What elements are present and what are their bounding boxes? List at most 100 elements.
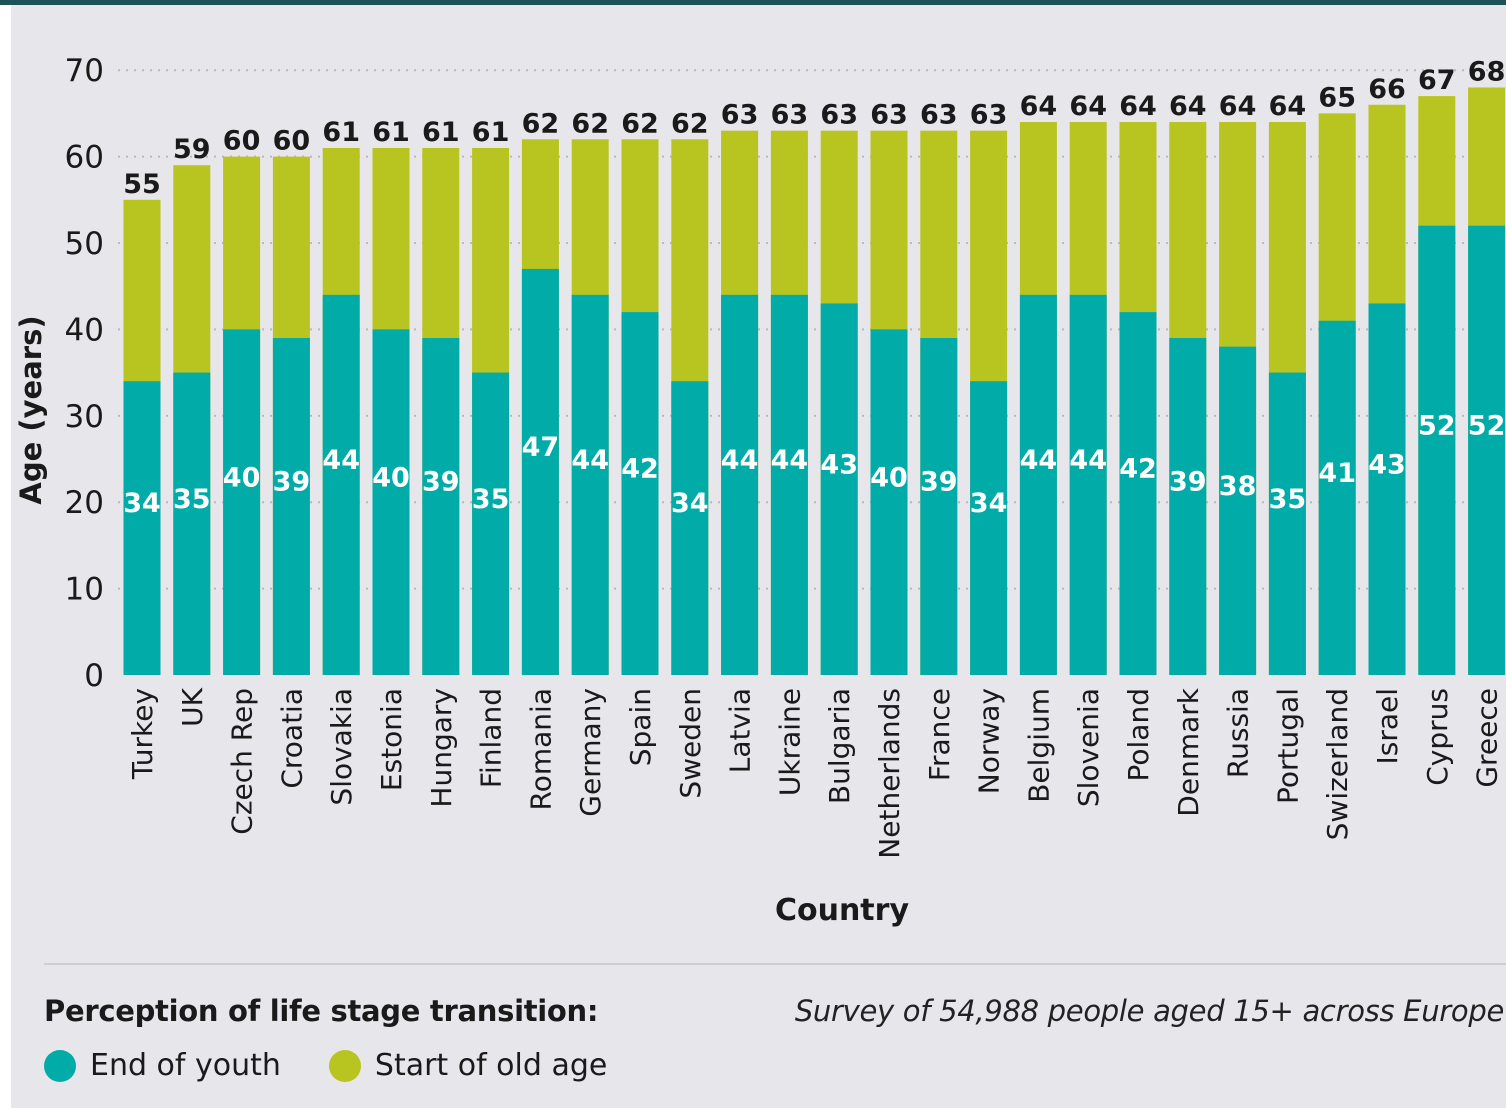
x-tick-label: Israel xyxy=(1371,688,1404,765)
data-label-youth: 44 xyxy=(771,445,809,476)
x-tick-label: Hungary xyxy=(425,688,458,808)
legend-title: Perception of life stage transition: xyxy=(44,994,599,1028)
data-label-youth: 52 xyxy=(1468,410,1506,441)
data-label-old-age: 63 xyxy=(920,100,958,131)
x-tick-label: Sweden xyxy=(674,688,707,799)
x-tick-label: Portugal xyxy=(1271,688,1304,804)
legend-label-end-of-youth: End of youth xyxy=(90,1048,281,1083)
data-label-old-age: 62 xyxy=(571,108,609,139)
legend-label-start-of-old-age: Start of old age xyxy=(374,1048,608,1083)
x-axis-label: Country xyxy=(775,893,909,928)
bar-end-of-youth xyxy=(621,312,659,675)
data-label-old-age: 62 xyxy=(671,108,709,139)
y-tick-label: 50 xyxy=(65,226,104,262)
data-label-old-age: 60 xyxy=(273,126,311,157)
x-tick-label: Russia xyxy=(1222,688,1255,778)
data-label-old-age: 64 xyxy=(1069,91,1107,122)
data-label-old-age: 62 xyxy=(522,108,560,139)
data-label-old-age: 64 xyxy=(1119,91,1157,122)
data-label-old-age: 66 xyxy=(1368,74,1406,105)
data-label-youth: 35 xyxy=(472,484,510,515)
legend-item-start-of-old-age: Start of old age xyxy=(328,1048,608,1083)
data-label-youth: 34 xyxy=(671,488,709,519)
bar-end-of-youth xyxy=(1169,338,1207,675)
data-label-old-age: 60 xyxy=(223,126,261,157)
bar-end-of-youth xyxy=(721,294,759,675)
x-tick-label: Swizerland xyxy=(1321,688,1354,840)
data-label-youth: 34 xyxy=(970,488,1008,519)
bar-end-of-youth xyxy=(472,372,510,675)
legend-item-end-of-youth: End of youth xyxy=(44,1048,281,1083)
data-label-youth: 34 xyxy=(123,488,161,519)
bar-end-of-youth xyxy=(272,338,310,675)
data-label-youth: 39 xyxy=(422,467,460,498)
data-label-old-age: 63 xyxy=(970,100,1008,131)
bar-end-of-youth xyxy=(372,329,410,675)
data-label-youth: 39 xyxy=(920,467,958,498)
bar-end-of-youth xyxy=(920,338,958,675)
data-label-youth: 44 xyxy=(721,445,759,476)
data-label-old-age: 61 xyxy=(322,117,360,148)
bars xyxy=(123,87,1506,676)
data-label-old-age: 61 xyxy=(472,117,510,148)
legend-swatch-old-age xyxy=(328,1049,361,1082)
data-label-old-age: 64 xyxy=(1219,91,1257,122)
y-tick-label: 0 xyxy=(84,658,104,694)
data-label-youth: 44 xyxy=(571,445,609,476)
data-label-old-age: 64 xyxy=(1269,91,1307,122)
x-tick-label: Ukraine xyxy=(773,688,806,796)
y-tick-label: 70 xyxy=(65,53,104,89)
bar-end-of-youth xyxy=(1418,225,1456,675)
x-tick-label: Greece xyxy=(1471,688,1504,788)
x-tick-label: Bulgaria xyxy=(823,688,856,804)
bar-end-of-youth xyxy=(322,294,360,675)
bar-end-of-youth xyxy=(521,268,559,675)
data-label-youth: 52 xyxy=(1418,410,1456,441)
x-tick-label: Estonia xyxy=(375,688,408,791)
left-margin-strip xyxy=(0,5,11,1108)
stacked-bar-chart: 55 34 59 35 60 40 60 39 61 44 61 40 61 39 61 35 62 47 62 44… xyxy=(14,53,1506,928)
x-tick-label: Norway xyxy=(973,688,1006,794)
data-label-old-age: 64 xyxy=(1020,91,1058,122)
x-tick-label: France xyxy=(923,688,956,781)
bar-end-of-youth xyxy=(1268,372,1306,675)
bar-end-of-youth xyxy=(123,381,161,675)
data-label-old-age: 65 xyxy=(1318,82,1356,113)
bar-end-of-youth xyxy=(1019,294,1057,675)
data-label-old-age: 63 xyxy=(820,100,858,131)
x-tick-label: Denmark xyxy=(1172,687,1205,816)
data-label-youth: 44 xyxy=(1069,445,1107,476)
bar-end-of-youth xyxy=(571,294,609,675)
data-label-youth: 44 xyxy=(322,445,360,476)
data-label-youth: 42 xyxy=(1119,454,1157,485)
data-label-youth: 44 xyxy=(1020,445,1058,476)
divider xyxy=(44,963,1506,965)
bar-end-of-youth xyxy=(970,381,1008,675)
data-label-youth: 39 xyxy=(273,467,311,498)
data-label-old-age: 68 xyxy=(1468,56,1506,87)
y-tick-label: 20 xyxy=(65,485,104,521)
x-tick-label: Romania xyxy=(524,688,557,810)
data-label-old-age: 63 xyxy=(771,100,809,131)
x-tick-label: Croatia xyxy=(275,688,308,789)
data-label-old-age: 62 xyxy=(621,108,659,139)
data-label-old-age: 63 xyxy=(721,100,759,131)
data-labels: 55 34 59 35 60 40 60 39 61 44 61 40 61 39 61 35 62 47 62 44… xyxy=(123,56,1505,519)
bar-end-of-youth xyxy=(173,372,211,675)
data-label-youth: 41 xyxy=(1318,458,1356,489)
y-axis-ticks: 0 10 20 30 40 50 60 70 xyxy=(65,53,104,694)
y-tick-label: 30 xyxy=(65,399,104,435)
bar-end-of-youth xyxy=(820,303,858,675)
x-tick-label: UK xyxy=(176,687,209,726)
data-label-old-age: 61 xyxy=(372,117,410,148)
bar-end-of-youth xyxy=(223,329,261,675)
data-label-youth: 42 xyxy=(621,454,659,485)
data-label-old-age: 67 xyxy=(1418,65,1456,96)
x-tick-label: Slovenia xyxy=(1072,688,1105,807)
x-tick-label: Latvia xyxy=(724,688,757,773)
bar-end-of-youth xyxy=(870,329,908,675)
data-label-old-age: 64 xyxy=(1169,91,1207,122)
y-axis-label: Age (years) xyxy=(14,315,48,504)
data-label-youth: 47 xyxy=(522,432,560,463)
top-border xyxy=(0,0,1506,5)
